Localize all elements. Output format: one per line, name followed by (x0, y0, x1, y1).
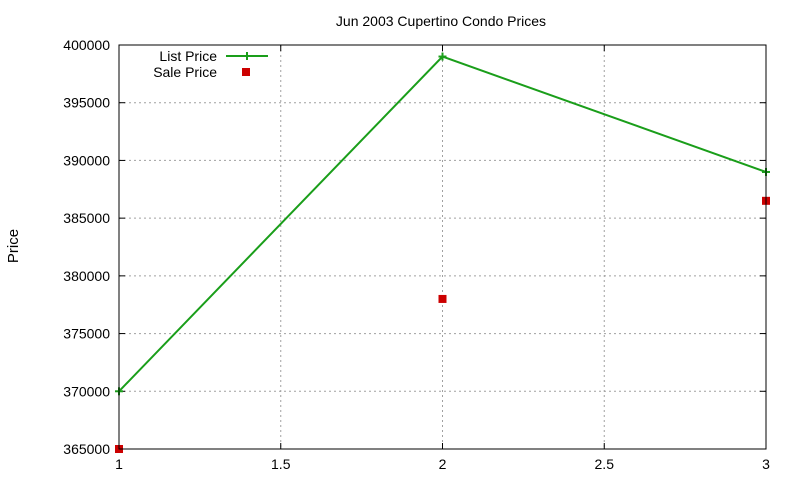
x-tick-label: 2.5 (595, 456, 615, 472)
y-tick-label: 385000 (63, 210, 110, 226)
data-point-plus (438, 52, 447, 61)
y-tick-label: 400000 (63, 37, 110, 53)
y-tick-label: 390000 (63, 152, 110, 168)
chart-title: Jun 2003 Cupertino Condo Prices (336, 13, 546, 29)
plot-border (118, 44, 767, 450)
x-tick-label: 1 (115, 456, 123, 472)
y-tick-label: 365000 (63, 441, 110, 457)
y-tick-label: 375000 (63, 326, 110, 342)
y-tick-label: 380000 (63, 268, 110, 284)
y-tick-labels: 365000 370000 375000 380000 385000 390000 3950… (63, 37, 110, 457)
x-tick-label: 1.5 (271, 456, 291, 472)
y-axis-title: Price (5, 229, 22, 263)
x-tick-label: 3 (762, 456, 770, 472)
legend-square-swatch (242, 68, 250, 76)
legend-plus-swatch (243, 52, 251, 60)
data-point-square (438, 294, 447, 303)
legend-label: List Price (159, 48, 217, 64)
x-tick-label: 2 (439, 456, 447, 472)
grid-lines (119, 45, 766, 449)
y-tick-label: 395000 (63, 95, 110, 111)
legend-label: Sale Price (153, 64, 217, 80)
x-tick-labels: 1 1.5 2 2.5 3 (115, 456, 770, 472)
y-tick-label: 370000 (63, 383, 110, 399)
